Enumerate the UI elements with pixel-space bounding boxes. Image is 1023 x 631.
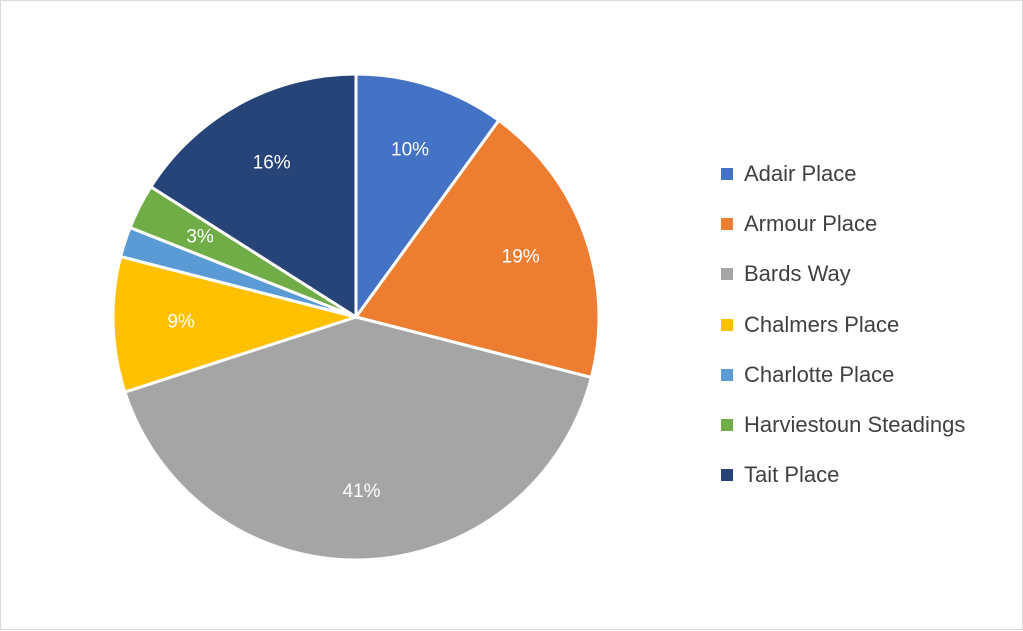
legend-swatch — [721, 419, 733, 432]
legend-swatch — [721, 168, 733, 181]
legend-swatch — [721, 218, 733, 231]
pie-slice-tait-place — [148, 72, 358, 320]
data-label-chalmers-place: 9% — [167, 312, 195, 333]
legend-label: Adair Place — [744, 161, 857, 187]
legend-label: Bards Way — [744, 261, 851, 287]
data-label-bards-way: 41% — [342, 481, 380, 502]
legend-swatch — [721, 368, 733, 381]
legend-label: Harviestoun Steadings — [744, 412, 966, 438]
legend: Adair Place Armour Place Bards Way Chalmers… — [721, 149, 965, 500]
legend-swatch — [721, 318, 733, 331]
data-label-adair-place: 10% — [391, 140, 429, 161]
data-label-armour-place: 19% — [502, 247, 540, 268]
pie-slice-adair-place — [354, 72, 501, 322]
legend-label: Armour Place — [744, 211, 878, 237]
legend-label: Charlotte Place — [744, 361, 895, 387]
legend-item-tait-place: Tait Place — [721, 450, 965, 500]
legend-item-charlotte-place: Charlotte Place — [721, 350, 965, 400]
legend-item-armour-place: Armour Place — [721, 199, 965, 249]
pie-slice-chalmers-place — [111, 254, 362, 394]
data-label-harviestoun-steadings: 3% — [186, 227, 214, 248]
legend-item-chalmers-place: Chalmers Place — [721, 300, 965, 350]
legend-item-adair-place: Adair Place — [721, 149, 965, 199]
data-label-tait-place: 16% — [253, 153, 291, 174]
legend-item-bards-way: Bards Way — [721, 249, 965, 299]
pie-slice-armour-place — [353, 118, 601, 380]
legend-swatch — [721, 469, 733, 482]
pie-slice-bards-way — [123, 315, 594, 562]
legend-label: Tait Place — [744, 462, 840, 488]
legend-item-harviestoun-steadings: Harviestoun Steadings — [721, 400, 965, 450]
legend-swatch — [721, 268, 733, 281]
legend-label: Chalmers Place — [744, 311, 900, 337]
